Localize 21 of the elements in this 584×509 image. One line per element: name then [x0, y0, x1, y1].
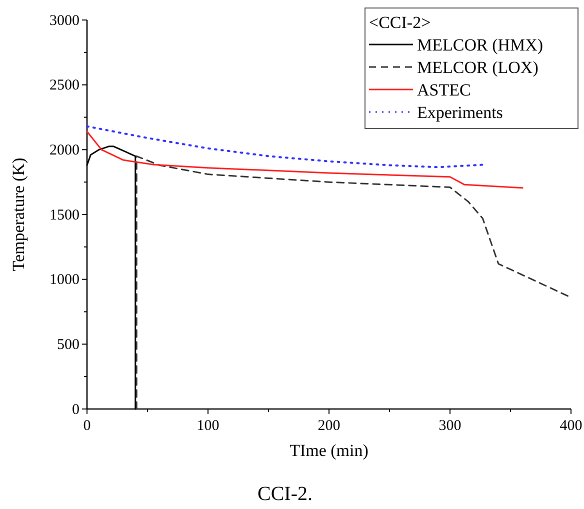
y-tick-label: 500 [57, 336, 80, 353]
legend-label: Experiments [417, 103, 503, 122]
legend-label: MELCOR (LOX) [417, 58, 538, 77]
y-tick-label: 3000 [50, 12, 80, 29]
y-tick-label: 0 [72, 402, 80, 418]
y-tick-label: 2000 [50, 142, 80, 158]
y-tick-label: 1500 [50, 207, 80, 224]
y-tick-label: 1000 [50, 272, 80, 288]
text: CCI-2. [258, 483, 312, 505]
x-tick-label: 200 [318, 418, 340, 434]
y-tick-label: 2500 [50, 78, 80, 94]
x-tick-label: 400 [560, 418, 582, 434]
x-tick-label: 300 [438, 418, 462, 434]
x-axis-title: TIme (min) [290, 441, 368, 460]
y-axis-title: Temperature (K) [9, 158, 28, 272]
legend-label: MELCOR (HMX) [417, 36, 544, 54]
x-tick-label: 100 [196, 418, 220, 434]
legend-label: ASTEC [417, 80, 471, 100]
line-series [86, 130, 524, 189]
legend-title: <CCI-2> [369, 13, 431, 32]
x-tick-label: 0 [83, 418, 91, 434]
